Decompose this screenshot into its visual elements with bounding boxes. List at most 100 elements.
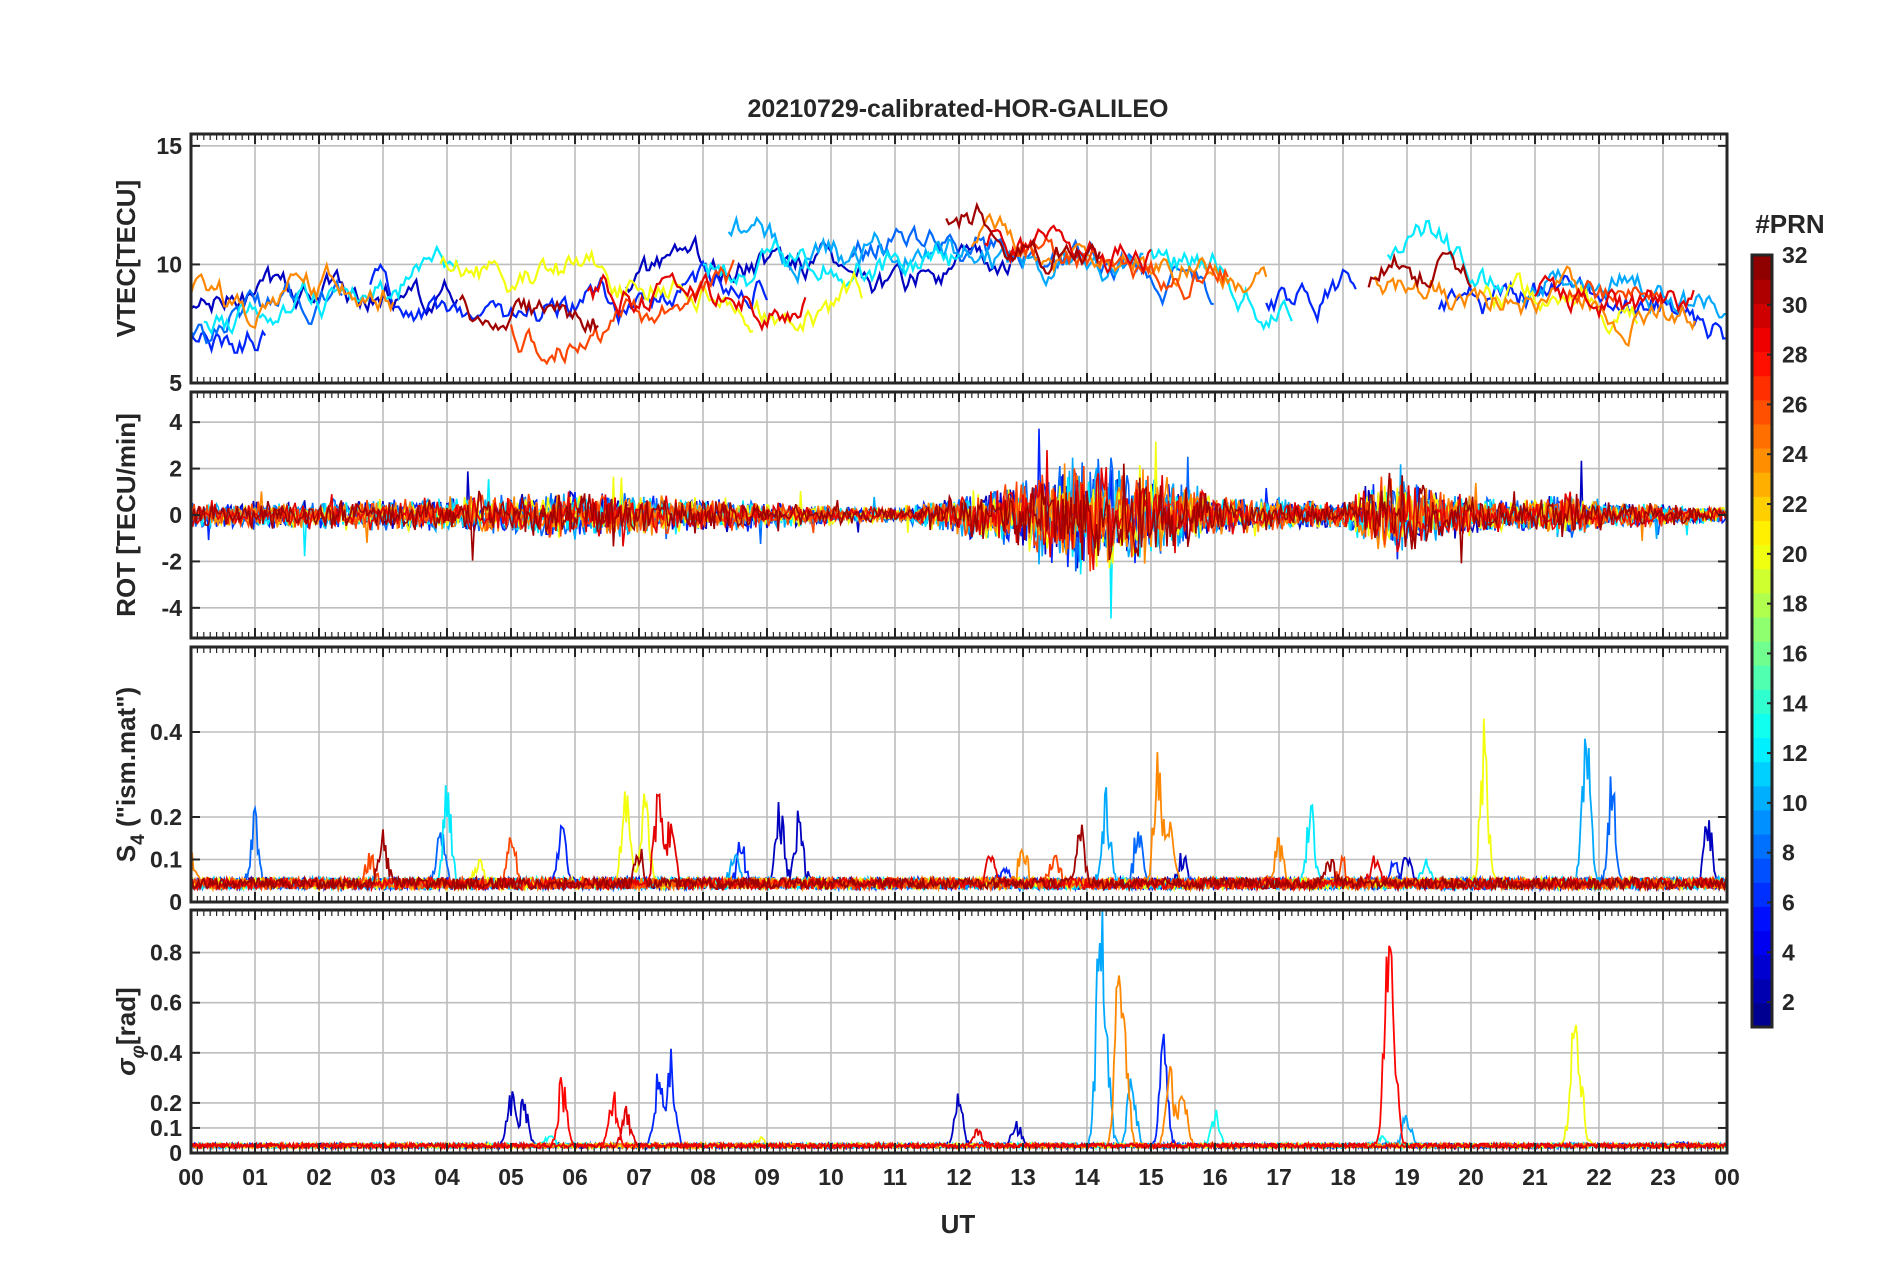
colorbar-swatch [1752, 520, 1772, 546]
vtec-series-prn-31 [1367, 250, 1472, 290]
colorbar-swatch [1752, 399, 1772, 425]
x-tick-label: 11 [883, 1164, 908, 1190]
colorbar-swatch [1752, 713, 1772, 739]
rot-y-axis-label: ROT [TECU/min] [111, 413, 141, 617]
colorbar-swatch [1752, 665, 1772, 690]
sigma-tick-marks [190, 910, 1728, 1154]
colorbar-swatch [1752, 423, 1772, 449]
s4-tick-marks [190, 647, 1728, 903]
vtec-tick-marks [190, 134, 1728, 384]
vtec-data [191, 201, 1727, 366]
colorbar-tick-label: 12 [1782, 740, 1808, 766]
vtec-series-prn-12 [203, 244, 459, 336]
s4-y-tick-label: 0.1 [150, 847, 182, 873]
sigma-y-tick-label: 0.1 [150, 1115, 182, 1141]
x-tick-label: 22 [1586, 1164, 1612, 1190]
vtec-y-tick-label: 15 [156, 133, 182, 159]
rot-y-tick-label: 4 [169, 409, 182, 435]
colorbar-swatch [1752, 472, 1772, 497]
vtec-series-prn-3 [191, 264, 459, 317]
x-tick-label: 02 [306, 1164, 332, 1190]
x-tick-label: 12 [946, 1164, 972, 1190]
x-tick-label: 07 [626, 1164, 652, 1190]
colorbar-swatch [1752, 448, 1772, 473]
vtec-series-prn-29 [984, 224, 1152, 276]
colorbar-swatch [1752, 1002, 1772, 1028]
colorbar-tick-label: 30 [1782, 292, 1808, 318]
colorbar-tick-label: 14 [1782, 690, 1808, 716]
colorbar-tick-label: 8 [1782, 840, 1795, 866]
colorbar-frame [1750, 253, 1774, 1029]
s4-y-tick-label: 0 [169, 889, 182, 915]
colorbar-tick-label: 20 [1782, 541, 1808, 567]
colorbar-swatch [1752, 761, 1772, 787]
s4-y-tick-label: 0.4 [150, 719, 182, 745]
vtec-series-prn-29 [1534, 274, 1695, 320]
sigma-y-tick-label: 0.6 [150, 990, 182, 1016]
colorbar-tick-label: 26 [1782, 391, 1808, 417]
x-tick-label: 00 [178, 1164, 204, 1190]
sigma-y-tick-label: 0.2 [150, 1090, 182, 1116]
colorbar-label: #PRN [1755, 209, 1824, 239]
colorbar-tick-label: 4 [1782, 939, 1795, 965]
vtec-series-prn-31 [458, 293, 599, 335]
colorbar-swatch [1752, 327, 1772, 353]
colorbar-tick-label: 16 [1782, 640, 1808, 666]
x-tick-label: 16 [1202, 1164, 1228, 1190]
vtec-series-prn-12 [702, 238, 960, 288]
vtec-series-prn-6 [1265, 268, 1357, 325]
vtec-series-prn-6 [369, 259, 769, 327]
colorbar-swatch [1752, 351, 1772, 377]
x-tick-label: 19 [1394, 1164, 1420, 1190]
vtec-series-prn-29 [586, 271, 807, 332]
colorbar-swatch [1752, 834, 1772, 859]
colorbar-swatch [1752, 592, 1772, 618]
colorbar-swatch [1752, 279, 1772, 304]
colorbar-swatch [1752, 255, 1772, 280]
colorbar-tick-label: 18 [1782, 591, 1808, 617]
panel-rot: -4 -2 0 2 4 ROT [TECU/min] [111, 390, 1729, 640]
panel-vtec: 5 10 15 VTEC[TECU] [111, 132, 1729, 396]
panel-sigma: 00.10.2 0.4 0.6 0.8σφ[rad] [111, 908, 1729, 1166]
colorbar-swatch [1752, 544, 1772, 570]
colorbar-swatch [1752, 930, 1772, 956]
colorbar-swatch [1752, 978, 1772, 1004]
x-tick-label: 05 [498, 1164, 524, 1190]
x-tick-label: 10 [818, 1164, 844, 1190]
vtec-series-prn-12 [1386, 219, 1504, 295]
rot-y-tick-label: 0 [169, 502, 182, 528]
vtec-series-prn-20 [439, 248, 754, 334]
panel-s4: 0 0.1 0.2 0.4S4 ("ism.mat") [111, 645, 1729, 915]
colorbar-swatch [1752, 303, 1772, 328]
s4-data [191, 718, 1727, 893]
colorbar-swatch [1752, 954, 1772, 980]
colorbar-swatch [1752, 737, 1772, 763]
colorbar-swatch [1752, 641, 1772, 666]
rot-y-tick-label: -4 [162, 595, 183, 621]
chart-title: 20210729-calibrated-HOR-GALILEO [748, 95, 1169, 123]
x-tick-label: 08 [690, 1164, 716, 1190]
colorbar-swatch [1752, 785, 1772, 811]
vtec-series-prn-10 [1521, 267, 1727, 319]
colorbar-tick-label: 24 [1782, 441, 1808, 467]
x-tick-label: 21 [1522, 1164, 1548, 1190]
rot-data [191, 428, 1727, 619]
colorbar-swatch [1752, 568, 1772, 594]
colorbar-swatch [1752, 906, 1772, 932]
colorbar-tick-label: 10 [1782, 790, 1808, 816]
vtec-series-prn-24 [1373, 265, 1697, 348]
colorbar-tick-label: 6 [1782, 889, 1795, 915]
colorbar-swatch [1752, 689, 1772, 714]
vtec-series-prn-6 [191, 329, 267, 355]
x-tick-label: 13 [1010, 1164, 1036, 1190]
vtec-series-prn-20 [753, 269, 863, 334]
colorbar-tick-label: 28 [1782, 342, 1808, 368]
vtec-y-tick-label: 10 [156, 251, 182, 277]
x-tick-label: 06 [562, 1164, 588, 1190]
vtec-y-tick-label: 5 [169, 370, 182, 396]
colorbar-swatch [1752, 882, 1772, 907]
rot-y-tick-label: -2 [162, 548, 182, 574]
x-tick-label: 14 [1074, 1164, 1100, 1190]
